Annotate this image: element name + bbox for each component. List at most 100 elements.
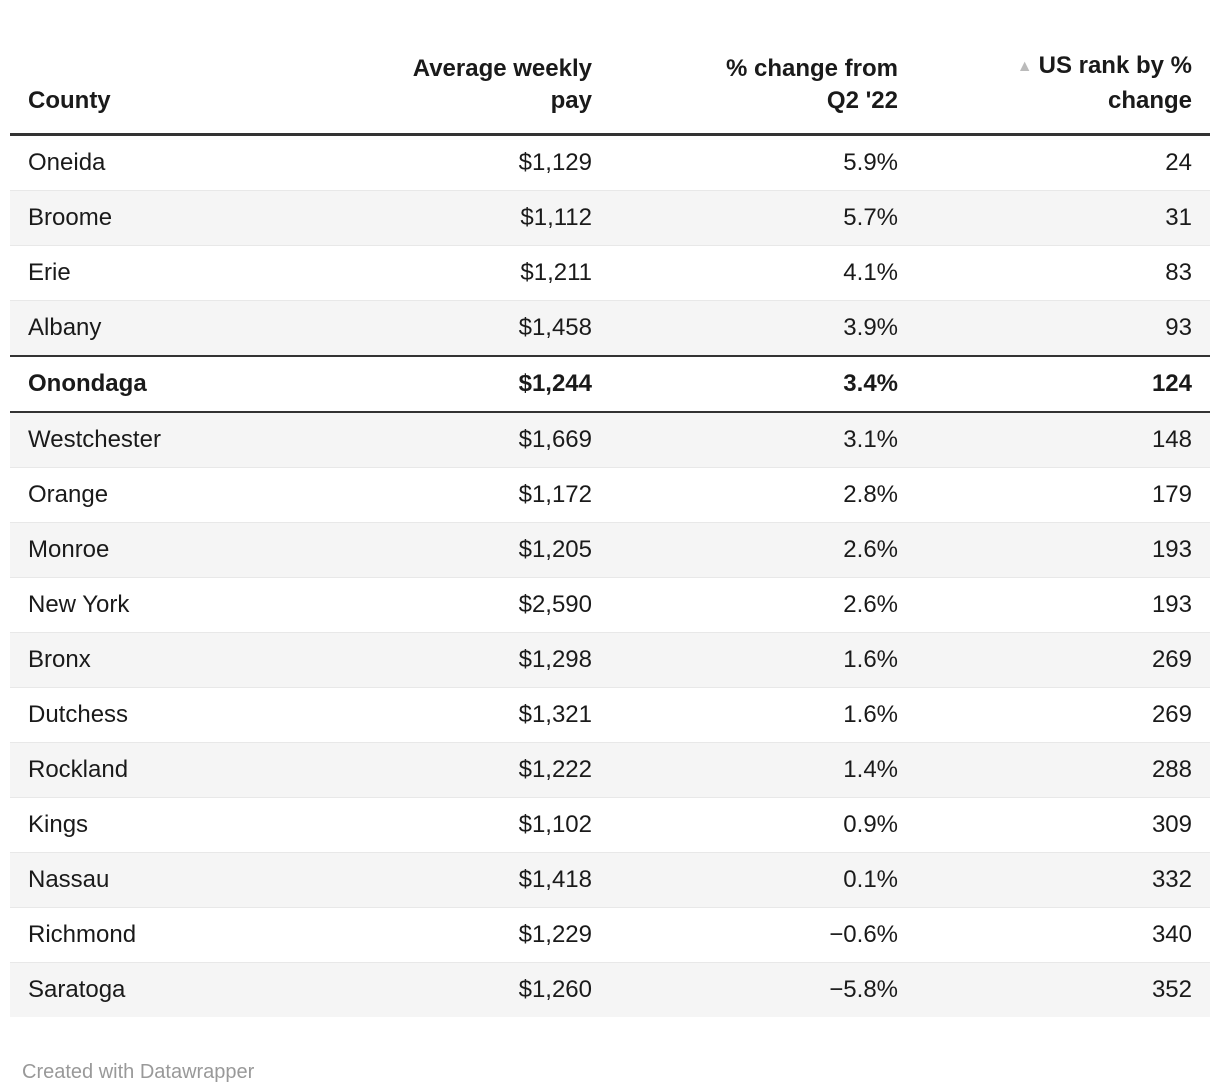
table-header: County Average weekly pay % change from … bbox=[10, 0, 1210, 136]
cell-rank: 93 bbox=[1165, 314, 1192, 341]
table-row: Westchester $1,669 3.1% 148 bbox=[10, 412, 1210, 468]
cell-county: Dutchess bbox=[28, 701, 129, 728]
table-row: Monroe $1,205 2.6% 193 bbox=[10, 522, 1210, 578]
attribution-footer: Created with Datawrapper bbox=[22, 1061, 1210, 1084]
cell-pay: $1,321 bbox=[518, 701, 592, 728]
cell-county: Rockland bbox=[28, 756, 129, 783]
cell-county: Saratoga bbox=[28, 976, 126, 1003]
cell-pay: $1,260 bbox=[518, 976, 592, 1003]
cell-rank: 193 bbox=[1151, 536, 1192, 563]
cell-rank: 31 bbox=[1165, 204, 1192, 231]
cell-pay: $1,211 bbox=[520, 259, 592, 286]
cell-pay: $2,590 bbox=[518, 591, 592, 618]
pay-table: County Average weekly pay % change from … bbox=[10, 0, 1210, 1017]
column-header-pay-line2: pay bbox=[550, 87, 592, 114]
cell-pay: $1,244 bbox=[518, 370, 592, 397]
cell-change: 3.4% bbox=[843, 370, 898, 397]
cell-county: New York bbox=[28, 591, 130, 618]
cell-rank: 269 bbox=[1151, 646, 1192, 673]
cell-rank: 179 bbox=[1151, 481, 1192, 508]
cell-change: 2.6% bbox=[843, 536, 898, 563]
cell-pay: $1,669 bbox=[518, 426, 592, 453]
cell-change: 2.8% bbox=[843, 481, 898, 508]
cell-change: 3.1% bbox=[843, 426, 898, 453]
cell-county: Erie bbox=[28, 259, 71, 286]
cell-county: Orange bbox=[28, 481, 109, 508]
cell-pay: $1,129 bbox=[518, 149, 592, 176]
cell-change: 4.1% bbox=[843, 259, 898, 286]
cell-rank: 124 bbox=[1151, 370, 1192, 397]
column-header-change-line1: % change from bbox=[725, 55, 898, 82]
column-header-change-line2: Q2 '22 bbox=[826, 87, 898, 114]
column-header-change[interactable]: % change from Q2 '22 bbox=[610, 0, 916, 136]
table-row: Dutchess $1,321 1.6% 269 bbox=[10, 687, 1210, 743]
cell-pay: $1,298 bbox=[518, 646, 592, 673]
column-header-county[interactable]: County bbox=[10, 0, 310, 136]
table-row: Saratoga $1,260 −5.8% 352 bbox=[10, 962, 1210, 1017]
cell-rank: 24 bbox=[1165, 149, 1192, 176]
column-header-county-label: County bbox=[28, 87, 111, 114]
cell-county: Bronx bbox=[28, 646, 91, 673]
cell-county: Westchester bbox=[28, 426, 161, 453]
cell-pay: $1,458 bbox=[518, 314, 592, 341]
cell-rank: 340 bbox=[1151, 921, 1192, 948]
column-header-rank[interactable]: ▲ US rank by % change bbox=[916, 0, 1210, 136]
cell-change: 1.6% bbox=[843, 701, 898, 728]
cell-county: Kings bbox=[28, 811, 89, 838]
cell-pay: $1,102 bbox=[518, 811, 592, 838]
cell-rank: 83 bbox=[1165, 259, 1192, 286]
table-row: Kings $1,102 0.9% 309 bbox=[10, 797, 1210, 853]
table-row: Bronx $1,298 1.6% 269 bbox=[10, 632, 1210, 688]
cell-change: −0.6% bbox=[829, 921, 898, 948]
sort-ascending-icon[interactable]: ▲ bbox=[1016, 58, 1033, 75]
column-header-pay-line1: Average weekly bbox=[412, 55, 592, 82]
table-row: Orange $1,172 2.8% 179 bbox=[10, 467, 1210, 523]
cell-change: 5.9% bbox=[843, 149, 898, 176]
column-header-rank-label: US rank by % bbox=[1038, 52, 1192, 79]
cell-change: 1.4% bbox=[843, 756, 898, 783]
cell-county: Oneida bbox=[28, 149, 106, 176]
table-row: New York $2,590 2.6% 193 bbox=[10, 577, 1210, 633]
cell-pay: $1,112 bbox=[520, 204, 592, 231]
cell-rank: 193 bbox=[1151, 591, 1192, 618]
cell-change: 5.7% bbox=[843, 204, 898, 231]
cell-rank: 288 bbox=[1151, 756, 1192, 783]
cell-county: Broome bbox=[28, 204, 113, 231]
datawrapper-credit-link[interactable]: Created with Datawrapper bbox=[22, 1061, 255, 1083]
cell-rank: 309 bbox=[1151, 811, 1192, 838]
table-row: Richmond $1,229 −0.6% 340 bbox=[10, 907, 1210, 963]
cell-change: 3.9% bbox=[843, 314, 898, 341]
table-row: Albany $1,458 3.9% 93 bbox=[10, 300, 1210, 356]
cell-change: −5.8% bbox=[829, 976, 898, 1003]
table-row: Rockland $1,222 1.4% 288 bbox=[10, 742, 1210, 798]
cell-county: Albany bbox=[28, 314, 102, 341]
table-row: Erie $1,211 4.1% 83 bbox=[10, 245, 1210, 301]
cell-rank: 352 bbox=[1151, 976, 1192, 1003]
table-row: Nassau $1,418 0.1% 332 bbox=[10, 852, 1210, 908]
header-row: County Average weekly pay % change from … bbox=[10, 0, 1210, 136]
column-header-rank-line2: change bbox=[1107, 87, 1192, 114]
cell-pay: $1,172 bbox=[518, 481, 592, 508]
cell-county: Nassau bbox=[28, 866, 110, 893]
cell-change: 0.9% bbox=[843, 811, 898, 838]
cell-county: Onondaga bbox=[28, 370, 147, 397]
cell-pay: $1,222 bbox=[518, 756, 592, 783]
cell-pay: $1,418 bbox=[518, 866, 592, 893]
cell-change: 0.1% bbox=[843, 866, 898, 893]
cell-pay: $1,229 bbox=[518, 921, 592, 948]
table-row-highlighted: Onondaga $1,244 3.4% 124 bbox=[10, 356, 1210, 412]
cell-county: Monroe bbox=[28, 536, 110, 563]
cell-rank: 269 bbox=[1151, 701, 1192, 728]
cell-change: 1.6% bbox=[843, 646, 898, 673]
table-row: Oneida $1,129 5.9% 24 bbox=[10, 134, 1210, 191]
column-header-pay[interactable]: Average weekly pay bbox=[310, 0, 610, 136]
cell-change: 2.6% bbox=[843, 591, 898, 618]
cell-county: Richmond bbox=[28, 921, 137, 948]
table-row: Broome $1,112 5.7% 31 bbox=[10, 190, 1210, 246]
table-body: Oneida $1,129 5.9% 24 Broome $1,112 5.7% 31 Erie… bbox=[10, 134, 1210, 1017]
cell-pay: $1,205 bbox=[518, 536, 592, 563]
cell-rank: 332 bbox=[1151, 866, 1192, 893]
cell-rank: 148 bbox=[1151, 426, 1192, 453]
column-header-rank-line1: ▲ US rank by % bbox=[934, 50, 1192, 85]
